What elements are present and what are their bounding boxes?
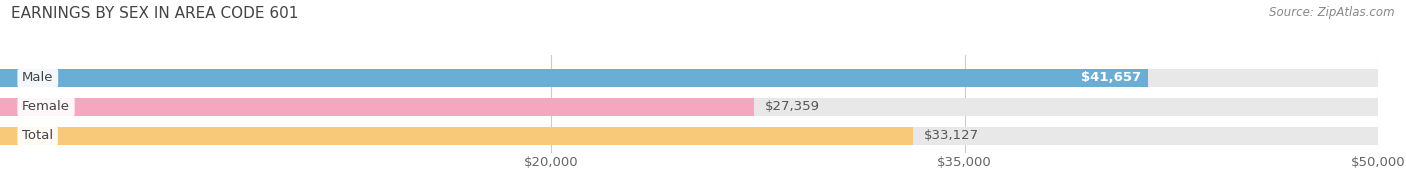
Bar [0,69,1378,87]
Bar [0,69,1147,87]
Text: $27,359: $27,359 [765,100,820,113]
Text: EARNINGS BY SEX IN AREA CODE 601: EARNINGS BY SEX IN AREA CODE 601 [11,6,298,21]
Bar [0,127,912,144]
Bar [0,98,754,116]
Text: Source: ZipAtlas.com: Source: ZipAtlas.com [1270,6,1395,19]
Text: Total: Total [22,129,53,142]
Text: $41,657: $41,657 [1081,71,1142,84]
Bar [0,98,1378,116]
Text: Female: Female [22,100,70,113]
Text: $33,127: $33,127 [924,129,979,142]
Bar [0,127,1378,144]
Text: Male: Male [22,71,53,84]
